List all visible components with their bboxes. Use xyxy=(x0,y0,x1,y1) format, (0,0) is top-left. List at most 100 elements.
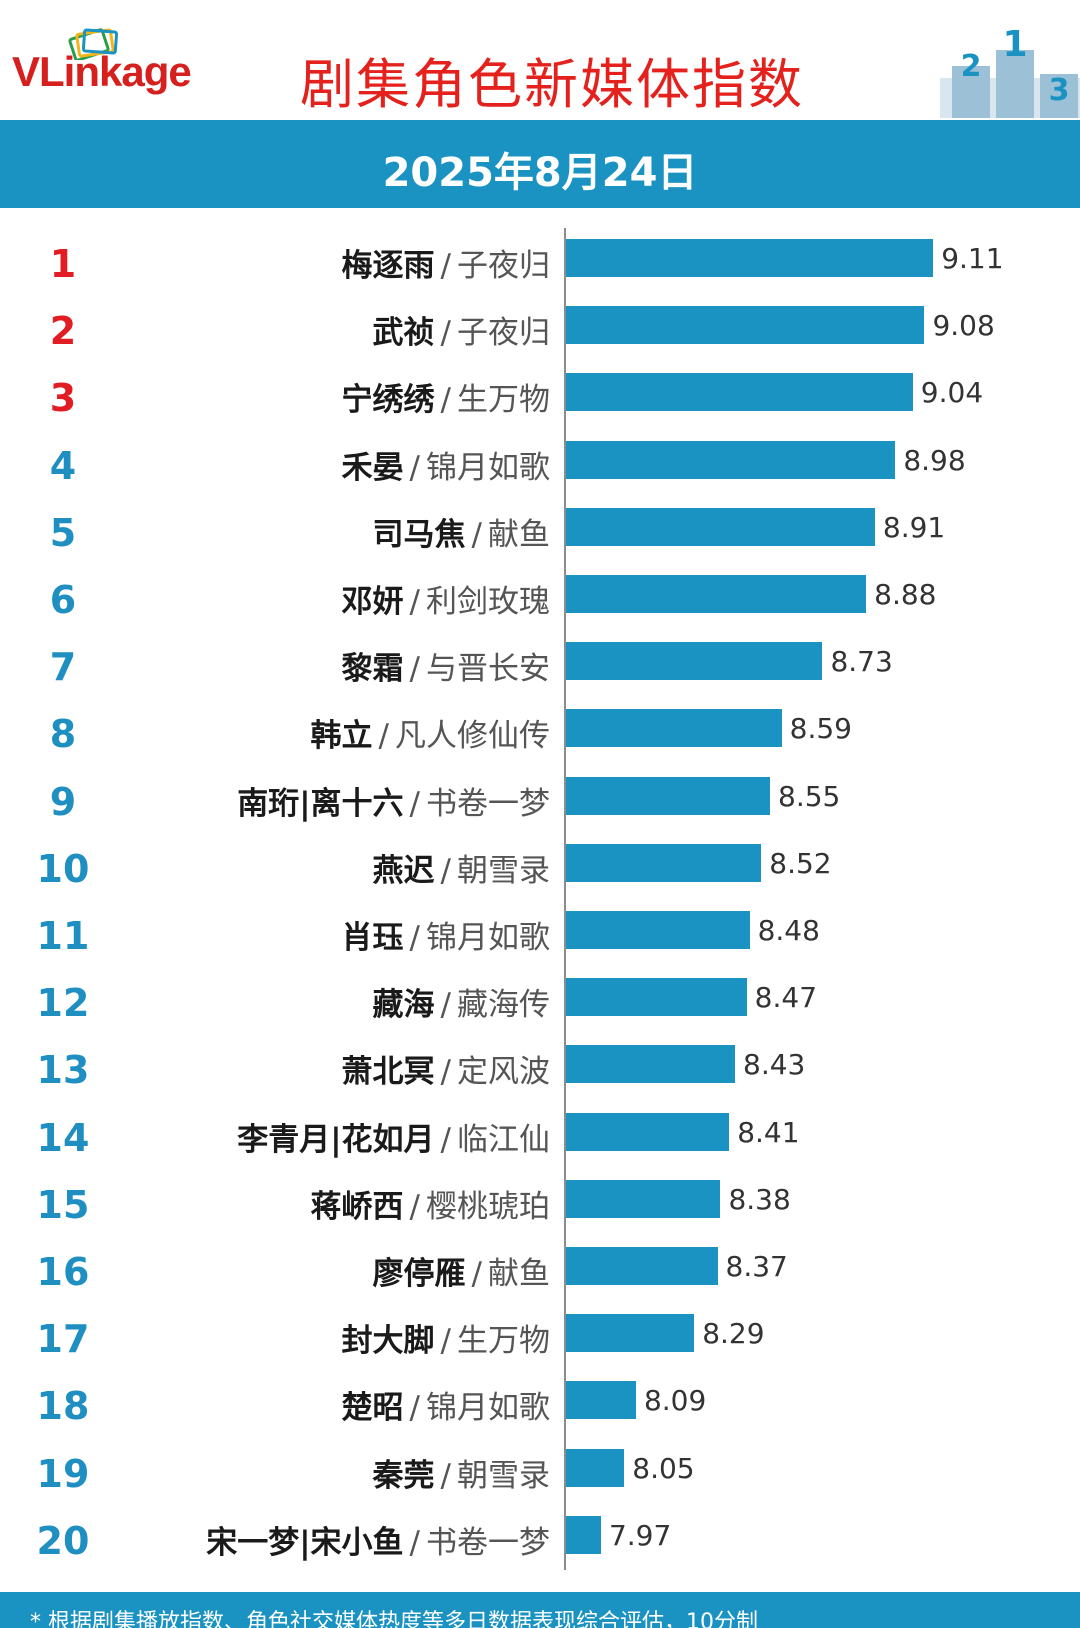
chart-row: 13 萧北冥 / 定风波 8.43 xyxy=(0,1034,1080,1101)
value-bar xyxy=(566,440,896,479)
character-name: 宁绣绣 xyxy=(341,382,435,419)
drama-name: 书卷一梦 xyxy=(426,1524,550,1561)
value-label: 8.47 xyxy=(754,981,818,1015)
character-name: 邓妍 xyxy=(341,584,404,620)
chart-row: 2 武祯 / 子夜归 9.08 xyxy=(0,295,1080,362)
drama-name: 朝雪录 xyxy=(457,1457,550,1494)
value-bar xyxy=(566,1112,730,1151)
value-bar xyxy=(566,911,750,949)
chart-row: 14 李青月|花如月 / 临江仙 8.41 xyxy=(0,1102,1080,1169)
drama-name: 献鱼 xyxy=(488,1256,550,1292)
value-label: 8.43 xyxy=(743,1048,806,1082)
value-bar xyxy=(566,575,867,613)
row-label: 黎霜 / 与晋长安 xyxy=(342,643,550,688)
value-bar xyxy=(566,843,762,882)
label-separator: / xyxy=(409,1524,420,1561)
value-bar xyxy=(566,373,913,412)
row-label: 燕迟 / 朝雪录 xyxy=(373,845,550,890)
row-label: 封大脚 / 生万物 xyxy=(342,1315,550,1360)
drama-name: 生万物 xyxy=(457,1323,550,1360)
rank-number: 17 xyxy=(36,1317,90,1362)
drama-name: 子夜归 xyxy=(457,248,550,284)
chart-row: 3 宁绣绣 / 生万物 9.04 xyxy=(0,362,1080,429)
value-bar xyxy=(566,239,934,277)
row-label: 蒋峤西 / 樱桃琥珀 xyxy=(311,1181,550,1226)
logo-cards-icon xyxy=(68,28,119,60)
character-name: 封大脚 xyxy=(341,1323,435,1360)
row-label: 韩立 / 凡人修仙传 xyxy=(311,710,550,755)
label-separator: / xyxy=(440,315,451,352)
character-name: 楚昭 xyxy=(341,1390,404,1427)
row-label: 萧北冥 / 定风波 xyxy=(342,1046,550,1091)
value-bar xyxy=(566,642,823,681)
row-label: 肖珏 / 锦月如歌 xyxy=(342,912,550,957)
rank-number: 10 xyxy=(36,846,90,891)
character-name: 萧北冥 xyxy=(341,1054,435,1091)
row-label: 南珩|离十六 / 书卷一梦 xyxy=(237,778,550,823)
value-bar xyxy=(566,1179,721,1218)
rank-number: 13 xyxy=(36,1048,90,1093)
character-name: 燕迟 xyxy=(372,852,435,889)
value-label: 8.37 xyxy=(725,1250,788,1283)
vlinkage-logo: VLinkage xyxy=(12,26,242,106)
value-label: 8.05 xyxy=(632,1451,695,1485)
label-separator: / xyxy=(440,248,451,284)
chart-row: 11 肖珏 / 锦月如歌 8.48 xyxy=(0,900,1080,967)
value-label: 8.29 xyxy=(702,1317,765,1351)
row-label: 禾晏 / 锦月如歌 xyxy=(342,442,550,487)
rank-number: 7 xyxy=(49,645,77,690)
label-separator: / xyxy=(440,987,451,1024)
value-bar xyxy=(566,978,747,1017)
character-name: 韩立 xyxy=(310,718,373,755)
value-label: 8.41 xyxy=(737,1115,800,1149)
value-bar xyxy=(566,776,770,815)
rank-number: 2 xyxy=(49,309,77,354)
drama-name: 利剑玫瑰 xyxy=(426,584,550,620)
chart-row: 20 宋一梦|宋小鱼 / 书卷一梦 7.97 xyxy=(0,1505,1080,1572)
label-separator: / xyxy=(378,718,389,755)
rank-number: 1 xyxy=(49,242,77,286)
drama-name: 锦月如歌 xyxy=(426,920,550,956)
rank-number: 9 xyxy=(49,779,77,824)
chart-row: 17 封大脚 / 生万物 8.29 xyxy=(0,1303,1080,1370)
label-separator: / xyxy=(409,584,420,620)
bar-chart: 1 梅逐雨 / 子夜归 9.11 2 武祯 / 子夜归 9.08 3 宁绣绣 / 生万物 9.04 4 禾晏 / 锦… xyxy=(0,228,1080,1578)
rank-number: 20 xyxy=(36,1518,90,1563)
chart-row: 6 邓妍 / 利剑玫瑰 8.88 xyxy=(0,564,1080,631)
svg-text:1: 1 xyxy=(1002,24,1027,65)
drama-name: 樱桃琥珀 xyxy=(426,1188,550,1225)
row-label: 廖停雁 / 献鱼 xyxy=(373,1248,550,1293)
value-label: 9.08 xyxy=(932,309,995,343)
podium-icon: 2 1 3 xyxy=(940,24,1080,118)
value-label: 8.91 xyxy=(882,510,946,544)
value-bar xyxy=(566,1381,636,1420)
value-bar xyxy=(566,1515,601,1554)
character-name: 藏海 xyxy=(372,987,435,1024)
footer-banner: * 根据剧集播放指数、角色社交媒体热度等多日数据表现综合评估，10分制 xyxy=(0,1592,1080,1628)
label-separator: / xyxy=(471,516,482,553)
drama-name: 子夜归 xyxy=(457,315,550,352)
rank-number: 4 xyxy=(49,443,77,488)
value-label: 8.48 xyxy=(757,914,820,947)
character-name: 肖珏 xyxy=(341,920,404,956)
page-title: 剧集角色新媒体指数 xyxy=(300,53,804,116)
value-bar xyxy=(566,1314,695,1353)
chart-row: 4 禾晏 / 锦月如歌 8.98 xyxy=(0,430,1080,497)
label-separator: / xyxy=(440,852,451,889)
header: VLinkage 剧集角色新媒体指数 2 1 3 xyxy=(0,0,1080,118)
chart-row: 10 燕迟 / 朝雪录 8.52 xyxy=(0,833,1080,900)
value-label: 8.38 xyxy=(728,1182,791,1216)
drama-name: 凡人修仙传 xyxy=(395,718,550,755)
rank-number: 18 xyxy=(36,1384,90,1429)
chart-axis-line xyxy=(564,228,566,1570)
drama-name: 锦月如歌 xyxy=(426,1390,550,1427)
label-separator: / xyxy=(440,1323,451,1360)
value-label: 9.04 xyxy=(920,376,984,410)
rank-number: 5 xyxy=(49,510,77,555)
drama-name: 献鱼 xyxy=(488,516,550,553)
value-label: 9.11 xyxy=(941,242,1004,275)
rank-number: 11 xyxy=(36,914,90,958)
rank-number: 12 xyxy=(36,981,90,1026)
character-name: 李青月|花如月 xyxy=(237,1121,435,1158)
rank-number: 15 xyxy=(36,1182,90,1227)
